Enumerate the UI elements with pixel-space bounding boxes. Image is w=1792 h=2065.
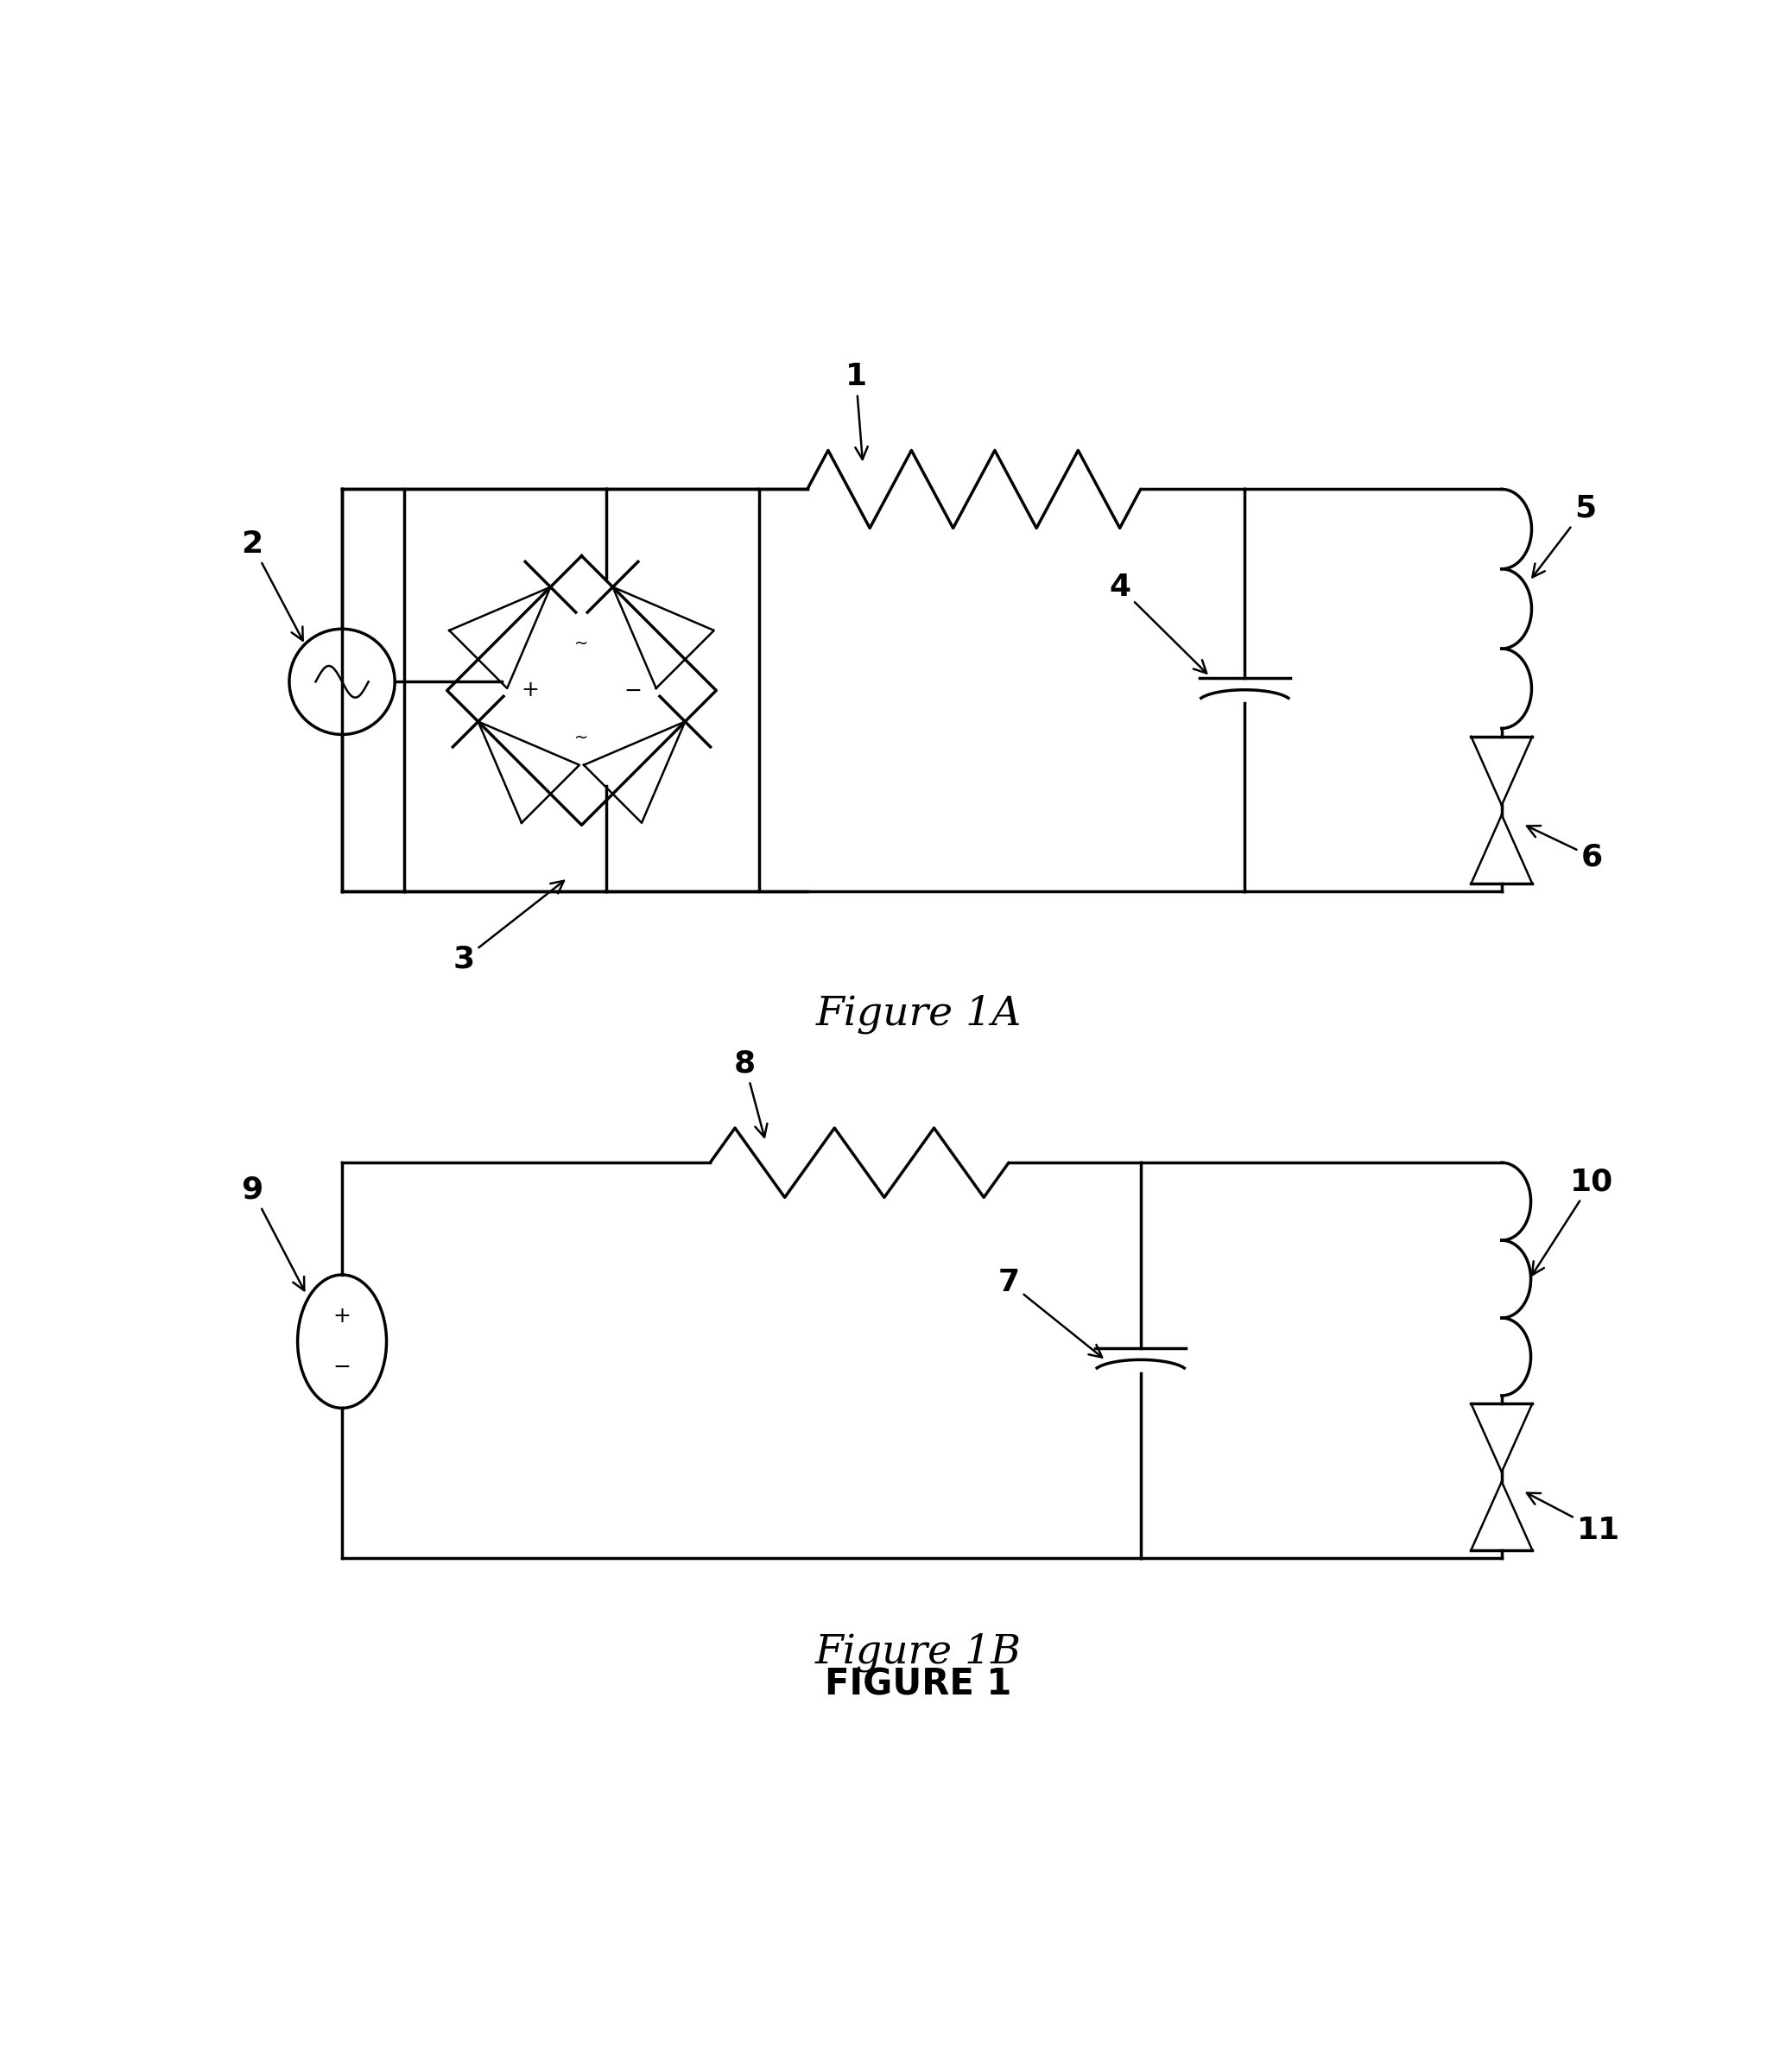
Text: FIGURE 1: FIGURE 1: [824, 1666, 1012, 1702]
Text: 2: 2: [240, 529, 303, 640]
Text: Figure 1A: Figure 1A: [815, 993, 1021, 1032]
Text: 10: 10: [1532, 1167, 1613, 1274]
Text: +: +: [521, 679, 539, 700]
Text: −: −: [333, 1357, 351, 1377]
Text: 1: 1: [846, 361, 867, 458]
Text: +: +: [333, 1305, 351, 1326]
Text: 5: 5: [1532, 494, 1597, 578]
Text: ~: ~: [575, 729, 590, 745]
Text: 4: 4: [1109, 572, 1206, 673]
Text: 11: 11: [1527, 1493, 1620, 1545]
Text: 9: 9: [240, 1175, 305, 1291]
Text: −: −: [624, 679, 642, 700]
Text: 7: 7: [998, 1268, 1102, 1357]
Text: 8: 8: [735, 1049, 767, 1138]
Text: ~: ~: [575, 636, 590, 653]
Text: 6: 6: [1527, 826, 1602, 871]
Text: 3: 3: [453, 882, 564, 975]
Text: Figure 1B: Figure 1B: [815, 1633, 1021, 1673]
